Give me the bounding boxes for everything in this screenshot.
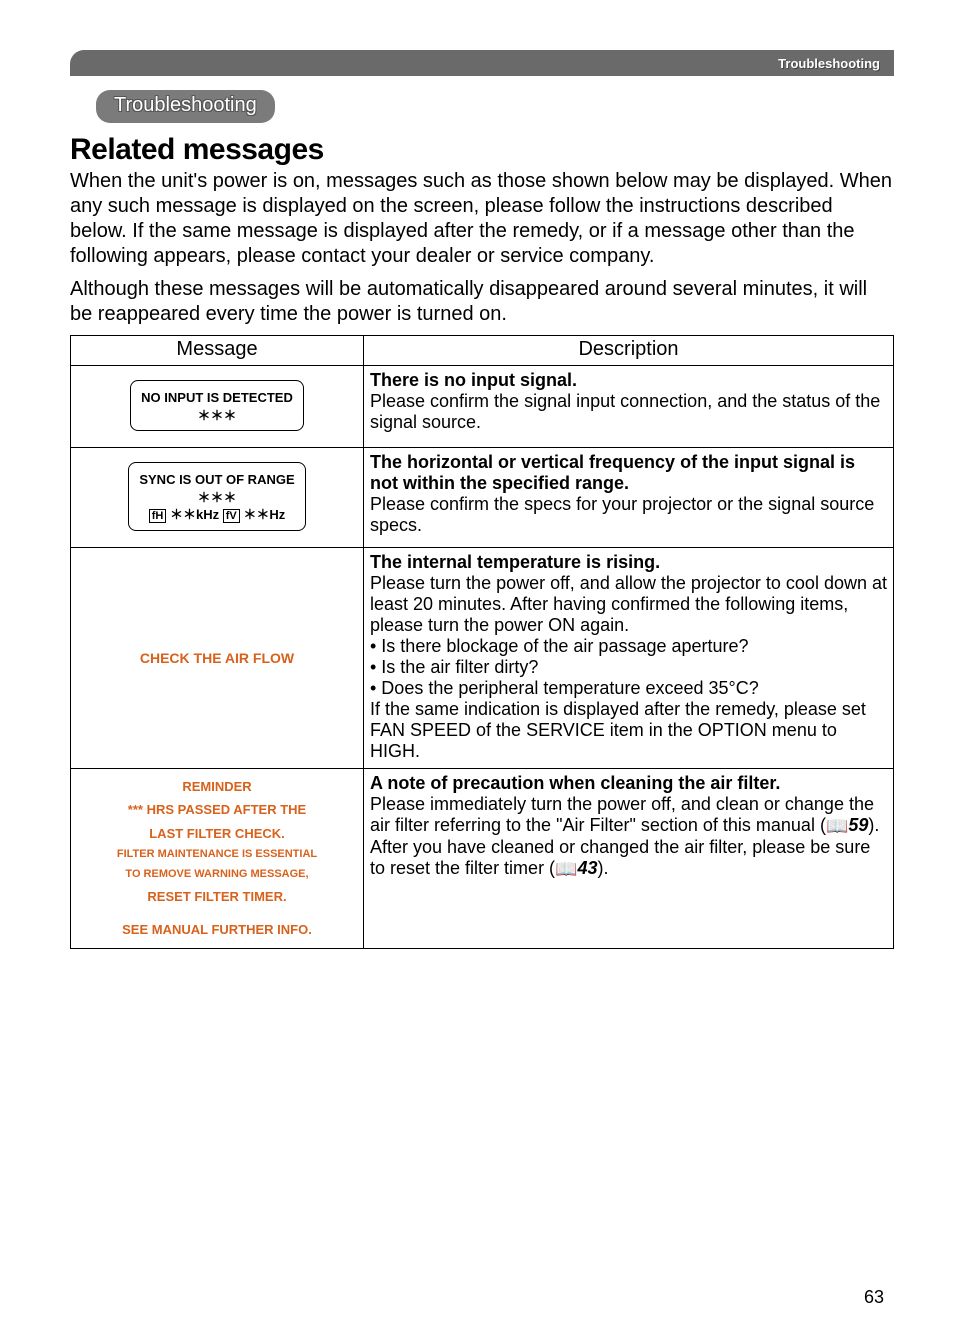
desc-title: The internal temperature is rising.	[370, 552, 660, 572]
desc-body: Please confirm the specs for your projec…	[370, 494, 874, 535]
desc-title: There is no input signal.	[370, 370, 577, 390]
msg-cell: CHECK THE AIR FLOW	[71, 548, 364, 769]
book-icon: 📖	[826, 816, 848, 837]
msg-spacer	[73, 908, 361, 918]
desc-body: Please turn the power off, and allow the…	[370, 573, 887, 761]
table-header-row: Message Description	[71, 336, 894, 366]
table-row: REMINDER *** HRS PASSED AFTER THE LAST F…	[71, 769, 894, 949]
intro-paragraph-1: When the unit's power is on, messages su…	[70, 169, 894, 269]
th-message: Message	[71, 336, 364, 366]
header-bar-label: Troubleshooting	[778, 56, 880, 71]
page-ref: 43	[577, 858, 597, 878]
page-number: 63	[864, 1287, 884, 1308]
msg-line: NO INPUT IS DETECTED	[141, 389, 293, 407]
desc-body: Please confirm the signal input connecti…	[370, 391, 880, 432]
msg-line: TO REMOVE WARNING MESSAGE,	[73, 865, 361, 885]
section-title: Related messages	[70, 133, 894, 167]
msg-line: RESET FILTER TIMER.	[73, 885, 361, 908]
message-box: SYNC IS OUT OF RANGE ＊＊＊ fH ＊＊kHz fV ＊＊H…	[128, 462, 305, 531]
msg-line: REMINDER	[73, 775, 361, 798]
msg-line: ＊＊＊	[139, 489, 294, 507]
intro-paragraph-2: Although these messages will be automati…	[70, 277, 894, 327]
desc-cell: There is no input signal. Please confirm…	[364, 366, 894, 448]
table-row: SYNC IS OUT OF RANGE ＊＊＊ fH ＊＊kHz fV ＊＊H…	[71, 448, 894, 548]
message-box: NO INPUT IS DETECTED ＊＊＊	[130, 380, 304, 431]
msg-line: SEE MANUAL FURTHER INFO.	[73, 918, 361, 941]
table-row: CHECK THE AIR FLOW The internal temperat…	[71, 548, 894, 769]
table-row: NO INPUT IS DETECTED ＊＊＊ There is no inp…	[71, 366, 894, 448]
desc-cell: The internal temperature is rising. Plea…	[364, 548, 894, 769]
desc-cell: A note of precaution when cleaning the a…	[364, 769, 894, 949]
page-ref: 59	[848, 815, 868, 835]
book-icon: 📖	[555, 859, 577, 880]
desc-title: The horizontal or vertical frequency of …	[370, 452, 855, 493]
desc-title: A note of precaution when cleaning the a…	[370, 773, 780, 793]
msg-line: LAST FILTER CHECK.	[73, 822, 361, 845]
msg-line: ＊＊＊	[141, 407, 293, 425]
message-big: REMINDER *** HRS PASSED AFTER THE LAST F…	[73, 775, 361, 942]
msg-line: fH ＊＊kHz fV ＊＊Hz	[139, 506, 294, 524]
msg-line: FILTER MAINTENANCE IS ESSENTIAL	[73, 845, 361, 865]
msg-cell: REMINDER *** HRS PASSED AFTER THE LAST F…	[71, 769, 364, 949]
header-bar: Troubleshooting	[70, 50, 894, 76]
msg-cell: SYNC IS OUT OF RANGE ＊＊＊ fH ＊＊kHz fV ＊＊H…	[71, 448, 364, 548]
msg-line: *** HRS PASSED AFTER THE	[73, 798, 361, 821]
msg-cell: NO INPUT IS DETECTED ＊＊＊	[71, 366, 364, 448]
messages-table: Message Description NO INPUT IS DETECTED…	[70, 335, 894, 949]
th-description: Description	[364, 336, 894, 366]
desc-cell: The horizontal or vertical frequency of …	[364, 448, 894, 548]
desc-body-part3: ).	[598, 858, 609, 878]
desc-body-part1: Please immediately turn the power off, a…	[370, 794, 874, 835]
category-pill: Troubleshooting	[96, 90, 275, 123]
message-plain: CHECK THE AIR FLOW	[140, 650, 294, 666]
msg-line: SYNC IS OUT OF RANGE	[139, 471, 294, 489]
